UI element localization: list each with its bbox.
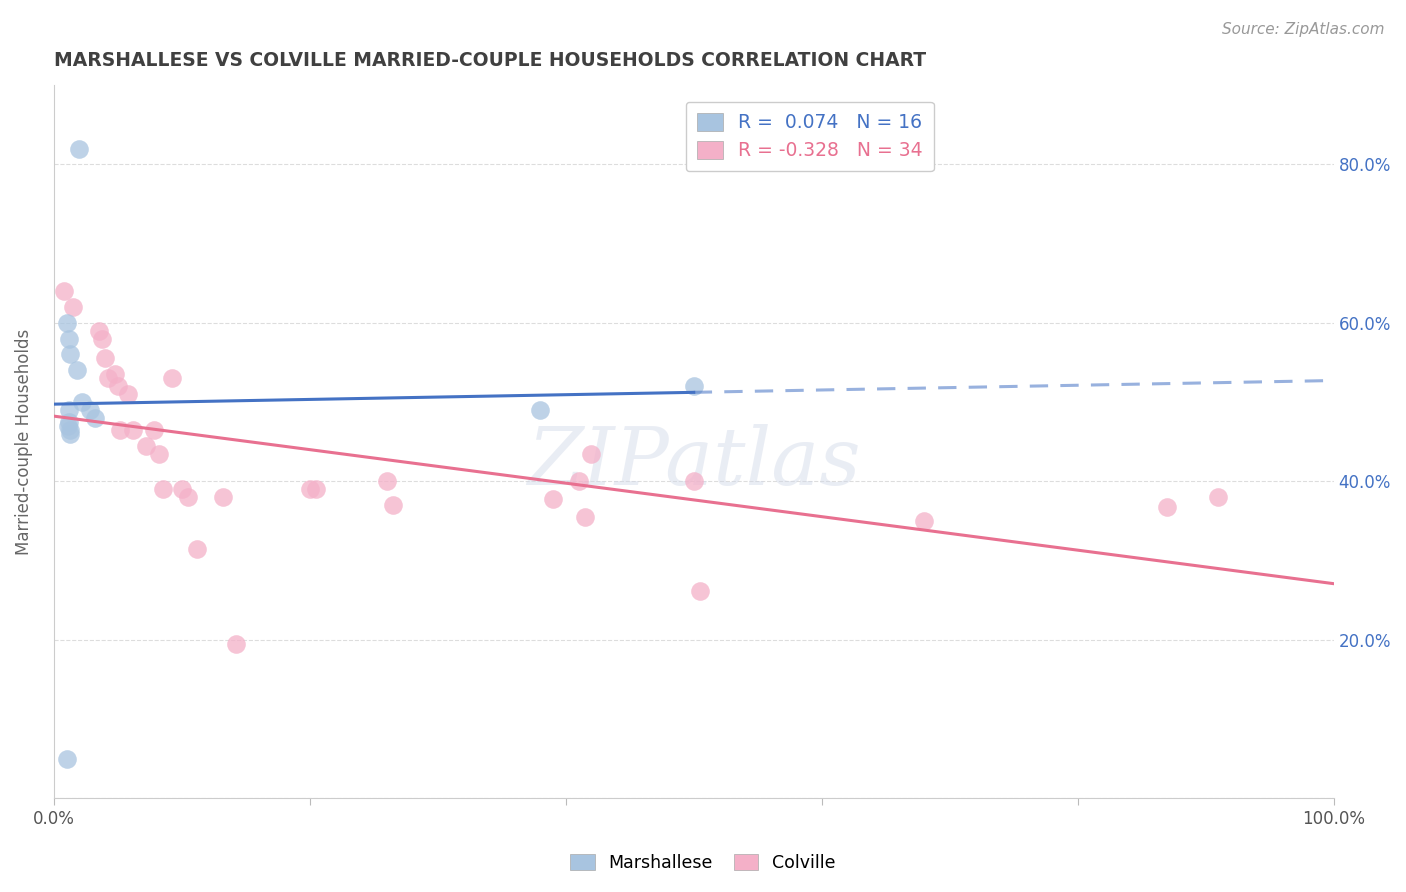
Point — [581, 446, 603, 460]
Point — [122, 423, 145, 437]
Point — [211, 490, 233, 504]
Point — [682, 475, 704, 489]
Legend: Marshallese, Colville: Marshallese, Colville — [564, 847, 842, 879]
Point — [53, 284, 76, 298]
Point — [67, 141, 90, 155]
Legend: R =  0.074   N = 16, R = -0.328   N = 34: R = 0.074 N = 16, R = -0.328 N = 34 — [686, 102, 934, 171]
Point — [305, 482, 328, 496]
Y-axis label: Married-couple Households: Married-couple Households — [15, 328, 32, 555]
Point — [83, 410, 105, 425]
Point — [94, 351, 117, 366]
Point — [225, 637, 247, 651]
Text: Source: ZipAtlas.com: Source: ZipAtlas.com — [1222, 22, 1385, 37]
Point — [104, 368, 127, 382]
Point — [142, 423, 165, 437]
Point — [186, 541, 208, 556]
Point — [567, 475, 589, 489]
Point — [541, 491, 564, 506]
Point — [58, 332, 80, 346]
Text: ZIPatlas: ZIPatlas — [527, 425, 860, 502]
Point — [375, 475, 398, 489]
Point — [59, 426, 82, 441]
Point — [97, 371, 120, 385]
Point — [70, 395, 93, 409]
Point — [79, 403, 101, 417]
Point — [1156, 500, 1178, 514]
Point — [529, 403, 551, 417]
Point — [56, 418, 79, 433]
Point — [382, 498, 405, 512]
Point — [59, 423, 82, 437]
Point — [55, 316, 77, 330]
Point — [107, 379, 129, 393]
Point — [135, 439, 157, 453]
Point — [58, 415, 80, 429]
Point — [298, 482, 321, 496]
Point — [62, 300, 84, 314]
Point — [574, 509, 596, 524]
Point — [689, 583, 711, 598]
Point — [912, 514, 935, 528]
Point — [110, 423, 132, 437]
Point — [55, 751, 77, 765]
Point — [58, 403, 80, 417]
Point — [177, 490, 200, 504]
Point — [91, 332, 114, 346]
Point — [87, 324, 110, 338]
Point — [148, 446, 170, 460]
Point — [66, 363, 89, 377]
Point — [152, 482, 174, 496]
Point — [59, 347, 82, 361]
Point — [682, 379, 704, 393]
Point — [160, 371, 183, 385]
Point — [1208, 490, 1230, 504]
Text: MARSHALLESE VS COLVILLE MARRIED-COUPLE HOUSEHOLDS CORRELATION CHART: MARSHALLESE VS COLVILLE MARRIED-COUPLE H… — [53, 51, 927, 70]
Point — [117, 387, 139, 401]
Point — [170, 482, 193, 496]
